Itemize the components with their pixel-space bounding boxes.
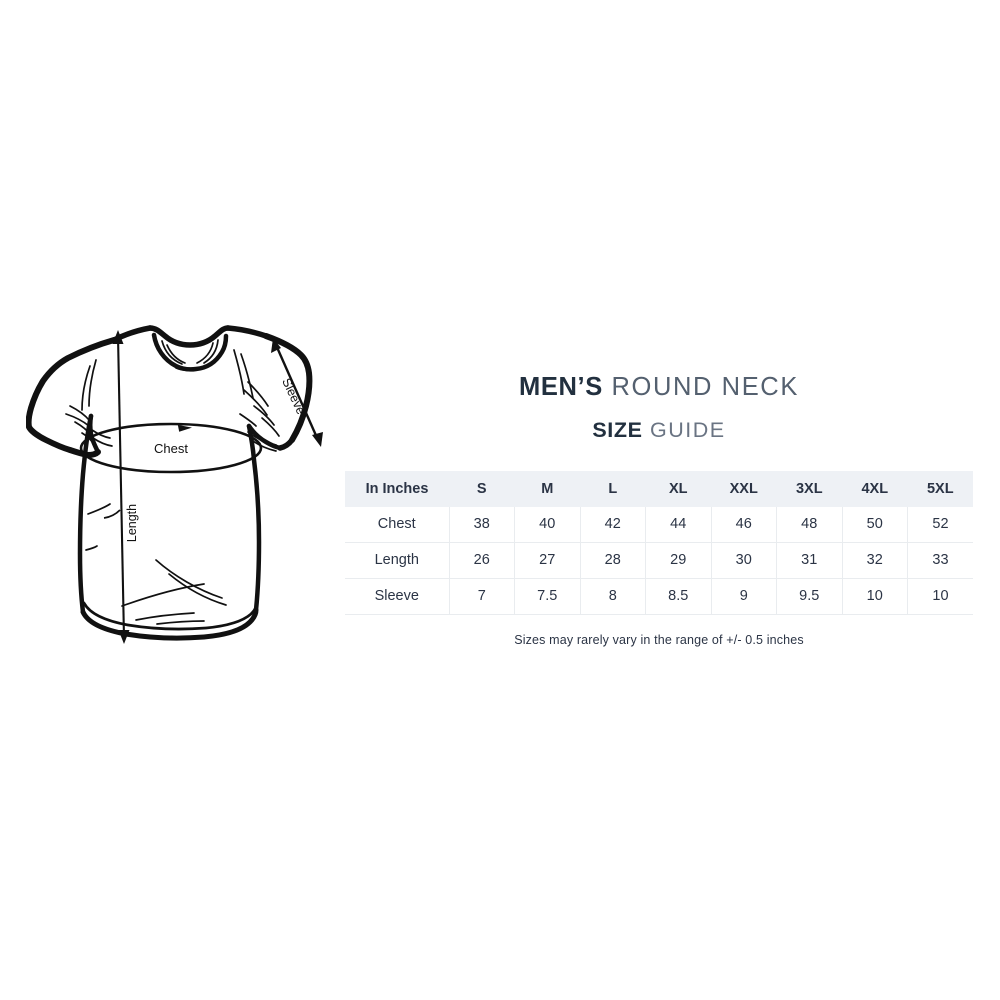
tshirt-illustration: Chest Length Sleeve bbox=[26, 318, 356, 670]
tshirt-diagram-svg: Chest Length Sleeve bbox=[26, 325, 323, 644]
table-row: Length 26 27 28 29 30 31 32 33 bbox=[345, 542, 973, 579]
page-title-strong: MEN’S bbox=[519, 373, 603, 401]
cell-chest-xxl: 46 bbox=[711, 506, 777, 543]
cell-chest-5xl: 52 bbox=[907, 506, 973, 543]
length-label: Length bbox=[125, 504, 139, 542]
cell-sleeve-5xl: 10 bbox=[907, 578, 973, 615]
chest-measurement: Chest bbox=[79, 422, 263, 474]
header-cell-size-5xl: 5XL bbox=[907, 470, 973, 507]
length-leader bbox=[103, 509, 121, 519]
size-guide-panel: MEN’S ROUND NECK SIZE GUIDE In Inches S … bbox=[345, 372, 973, 647]
cell-length-s: 26 bbox=[449, 542, 515, 579]
row-label-sleeve: Sleeve bbox=[345, 578, 450, 615]
header-cell-size-l: L bbox=[580, 470, 646, 507]
header-cell-size-4xl: 4XL bbox=[842, 470, 908, 507]
table-row: Chest 38 40 42 44 46 48 50 52 bbox=[345, 506, 973, 543]
cell-length-l: 28 bbox=[580, 542, 646, 579]
cell-sleeve-4xl: 10 bbox=[842, 578, 908, 615]
length-arrowhead-bottom bbox=[118, 630, 130, 644]
shirt-fold-details bbox=[65, 339, 280, 625]
cell-length-xl: 29 bbox=[645, 542, 712, 579]
cell-chest-4xl: 50 bbox=[842, 506, 908, 543]
size-chart-body: Chest 38 40 42 44 46 48 50 52 Length 26 … bbox=[345, 506, 973, 615]
size-chart-header: In Inches S M L XL XXL 3XL 4XL 5XL bbox=[345, 470, 973, 507]
sleeve-label: Sleeve bbox=[279, 376, 308, 417]
size-variance-note: Sizes may rarely vary in the range of +/… bbox=[514, 632, 804, 647]
cell-length-m: 27 bbox=[514, 542, 581, 579]
header-cell-size-xxl: XXL bbox=[711, 470, 777, 507]
header-cell-size-3xl: 3XL bbox=[776, 470, 842, 507]
sleeve-arrowhead-top bbox=[271, 338, 281, 353]
cell-chest-m: 40 bbox=[514, 506, 581, 543]
row-label-length: Length bbox=[345, 542, 450, 579]
cell-sleeve-xl: 8.5 bbox=[645, 578, 712, 615]
length-measurement: Length bbox=[103, 330, 139, 644]
cell-chest-l: 42 bbox=[580, 506, 646, 543]
header-cell-size-xl: XL bbox=[645, 470, 711, 507]
page-subtitle-rest: GUIDE bbox=[650, 417, 726, 442]
cell-sleeve-m: 7.5 bbox=[514, 578, 581, 615]
page-title-rest: ROUND NECK bbox=[611, 373, 799, 401]
cell-sleeve-l: 8 bbox=[580, 578, 646, 615]
chest-label: Chest bbox=[154, 441, 188, 456]
header-cell-size-m: M bbox=[514, 470, 580, 507]
cell-length-3xl: 31 bbox=[776, 542, 843, 579]
row-label-chest: Chest bbox=[345, 506, 450, 543]
header-row: In Inches S M L XL XXL 3XL 4XL 5XL bbox=[345, 470, 973, 507]
length-arrowhead-top bbox=[112, 330, 124, 344]
table-row: Sleeve 7 7.5 8 8.5 9 9.5 10 10 bbox=[345, 578, 973, 615]
page-subtitle-strong: SIZE bbox=[592, 417, 643, 442]
chest-arrowhead bbox=[177, 424, 192, 432]
sleeve-line bbox=[274, 344, 320, 441]
header-cell-size-s: S bbox=[449, 470, 515, 507]
header-cell-unit: In Inches bbox=[345, 470, 449, 507]
chest-ellipse bbox=[79, 422, 263, 474]
cell-chest-s: 38 bbox=[449, 506, 515, 543]
cell-sleeve-3xl: 9.5 bbox=[776, 578, 843, 615]
cell-sleeve-xxl: 9 bbox=[711, 578, 777, 615]
length-line bbox=[116, 335, 126, 639]
cell-length-4xl: 32 bbox=[842, 542, 908, 579]
cell-chest-xl: 44 bbox=[645, 506, 712, 543]
cell-length-xxl: 30 bbox=[711, 542, 777, 579]
cell-chest-3xl: 48 bbox=[776, 506, 843, 543]
cell-length-5xl: 33 bbox=[907, 542, 973, 579]
sleeve-arrowhead-bottom bbox=[312, 432, 323, 447]
cell-sleeve-s: 7 bbox=[449, 578, 515, 615]
size-chart-table: In Inches S M L XL XXL 3XL 4XL 5XL Chest… bbox=[345, 470, 973, 615]
page-subtitle: SIZE GUIDE bbox=[345, 418, 973, 443]
page-title: MEN’S ROUND NECK bbox=[345, 372, 973, 404]
